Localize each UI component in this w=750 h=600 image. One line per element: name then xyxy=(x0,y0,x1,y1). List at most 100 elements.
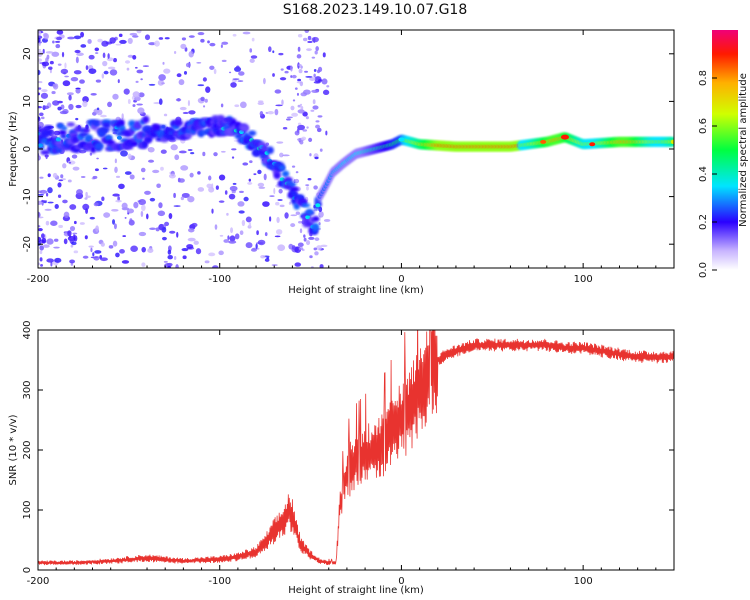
spectrogram-noise-blob xyxy=(269,216,272,222)
spectrogram-noise-blob xyxy=(96,107,100,111)
spectrogram-ridge-blob xyxy=(134,120,141,129)
spectrogram-noise-blob xyxy=(318,79,323,82)
spectrogram-noise-blob xyxy=(284,70,289,74)
spectrogram-ridge-blob xyxy=(670,139,674,145)
spectrogram-ridge-blob xyxy=(44,129,53,136)
spectrogram-noise-blob xyxy=(64,62,67,69)
spectrogram-noise-blob xyxy=(49,60,54,65)
spectrogram-noise-blob xyxy=(124,217,127,219)
spectrogram-noise-blob xyxy=(66,92,74,96)
spectrogram-noise-blob xyxy=(243,196,249,202)
spectrogram-noise-blob xyxy=(239,101,247,109)
spectrogram-noise-blob xyxy=(224,190,228,195)
snr-x-tick-label: -200 xyxy=(27,576,50,587)
spectrogram-noise-blob xyxy=(169,230,176,234)
spectrogram-noise-blob xyxy=(46,258,54,263)
spectrogram-ridge-blob xyxy=(240,125,250,132)
spectrogram-noise-blob xyxy=(118,183,125,190)
spectrogram-noise-blob xyxy=(242,31,251,35)
spectrogram-noise-blob xyxy=(46,238,54,245)
spectrogram-noise-blob xyxy=(307,35,312,41)
spectrogram-noise-blob xyxy=(142,65,150,68)
spectrogram-ridge-blob xyxy=(305,208,314,215)
spectrogram-noise-blob xyxy=(326,85,330,88)
spectrogram-noise-blob xyxy=(138,198,146,206)
spectrogram-noise-blob xyxy=(230,227,234,234)
spectrogram-noise-blob xyxy=(72,166,80,171)
spectrogram-x-tick-label: 100 xyxy=(574,274,593,285)
spectrogram-noise-blob xyxy=(38,105,43,109)
spectrogram-noise-blob xyxy=(295,171,299,174)
spectrogram-y-tick-label: -20 xyxy=(22,236,33,252)
spectrogram-ridge-blob xyxy=(266,146,274,155)
spectrogram-noise-blob xyxy=(84,197,88,200)
spectrogram-noise-blob xyxy=(68,94,72,101)
spectrogram-noise-blob xyxy=(306,126,309,129)
spectrogram-noise-blob xyxy=(228,193,236,200)
spectrogram-noise-blob xyxy=(314,156,319,160)
spectrogram-noise-blob xyxy=(303,234,306,238)
spectrogram-noise-blob xyxy=(40,263,44,267)
spectrogram-noise-blob xyxy=(173,205,181,207)
spectrogram-noise-blob xyxy=(149,197,156,202)
colorbar-tick-label: 0.0 xyxy=(698,262,709,278)
spectrogram-noise-blob xyxy=(182,255,187,260)
spectrogram-noise-blob xyxy=(51,90,56,95)
spectrogram-noise-blob xyxy=(55,43,61,49)
spectrogram-noise-blob xyxy=(45,57,49,63)
spectrogram-noise-blob xyxy=(297,124,306,131)
spectrogram-noise-blob xyxy=(101,73,105,79)
spectrogram-noise-blob xyxy=(180,196,185,201)
spectrogram-noise-blob xyxy=(245,216,252,223)
spectrogram-noise-blob xyxy=(109,69,118,76)
spectrogram-ridge-blob xyxy=(124,145,134,150)
spectrogram-noise-blob xyxy=(297,242,304,248)
spectrogram-noise-blob xyxy=(132,104,136,107)
spectrogram-noise-blob xyxy=(279,152,284,158)
spectrogram-noise-blob xyxy=(90,92,97,96)
spectrogram-ridge xyxy=(38,114,674,235)
spectrogram-ridge-blob xyxy=(55,137,61,142)
spectrogram-noise-blob xyxy=(272,73,275,77)
spectrogram-noise-blob xyxy=(315,46,319,52)
spectrogram-noise-blob xyxy=(134,66,138,69)
spectrogram-ridge-blob xyxy=(90,145,97,154)
spectrogram-noise-blob xyxy=(301,136,307,141)
spectrogram-noise-blob xyxy=(129,218,133,223)
spectrogram-ridge-blob xyxy=(223,117,233,123)
spectrogram-noise-blob xyxy=(207,40,210,44)
spectrogram-noise-blob xyxy=(275,104,283,107)
spectrogram-noise-blob xyxy=(38,155,41,161)
spectrogram-noise-blob xyxy=(123,88,130,95)
spectrogram-noise-blob xyxy=(318,222,321,226)
spectrogram-noise-blob xyxy=(290,105,295,111)
spectrogram-noise-blob xyxy=(250,248,257,252)
spectrogram-noise-blob xyxy=(305,184,310,186)
spectrogram-noise-blob xyxy=(200,96,205,102)
spectrogram-noise-blob xyxy=(140,78,143,81)
spectrogram-noise-blob xyxy=(121,260,130,264)
spectrogram-noise-blob xyxy=(127,54,134,58)
spectrogram-noise-blob xyxy=(297,78,302,82)
spectrogram-noise-blob xyxy=(264,232,268,237)
spectrogram-noise-blob xyxy=(85,191,88,197)
spectrogram-noise-blob xyxy=(236,65,240,70)
spectrogram-noise-blob xyxy=(87,38,92,44)
spectrogram-noise-blob xyxy=(68,103,74,110)
spectrogram-noise-blob xyxy=(181,37,187,41)
spectrogram-noise-blob xyxy=(146,213,149,220)
spectrogram-noise-blob xyxy=(264,258,270,262)
spectrogram-noise-blob xyxy=(40,200,48,202)
spectrogram-noise-blob xyxy=(103,212,111,218)
spectrogram-noise-blob xyxy=(127,98,131,105)
snr-series-line xyxy=(38,330,674,566)
spectrogram-noise-blob xyxy=(61,51,65,58)
spectrogram-noise-blob xyxy=(211,183,214,190)
spectrogram-noise-blob xyxy=(284,212,289,219)
spectrogram-noise-blob xyxy=(57,63,62,66)
spectrogram-noise-blob xyxy=(253,173,257,176)
spectrogram-noise-blob xyxy=(108,245,114,249)
spectrogram-noise-blob xyxy=(111,208,116,212)
spectrogram-noise-blob xyxy=(112,93,119,100)
